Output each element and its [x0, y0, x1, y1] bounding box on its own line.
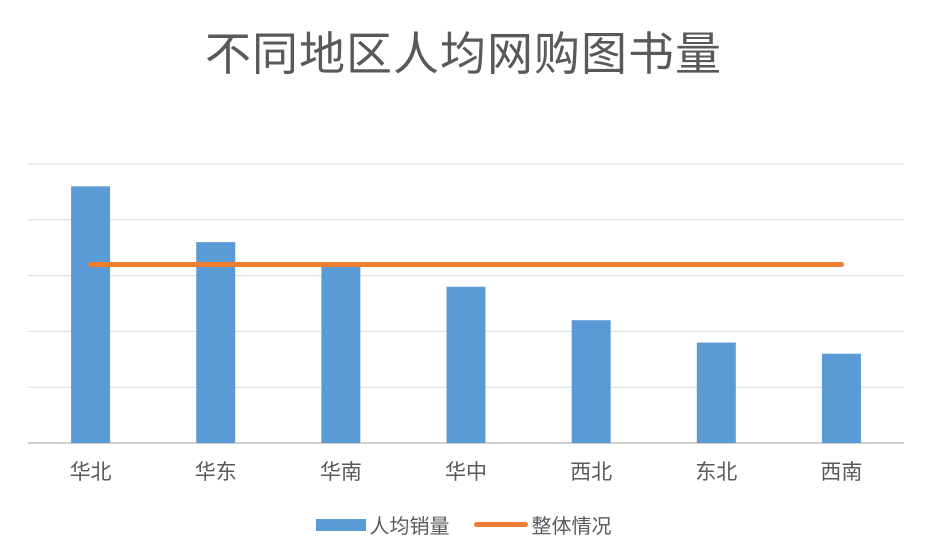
- x-tick-label: 西北: [570, 460, 612, 484]
- x-tick-label: 华东: [195, 460, 237, 484]
- bar: [196, 242, 236, 443]
- bar: [821, 353, 861, 443]
- x-tick-label: 华北: [70, 460, 112, 484]
- legend-label-line: 整体情况: [531, 514, 612, 538]
- legend: 人均销量 整体情况: [0, 510, 927, 539]
- legend-swatch-bar: [315, 518, 366, 531]
- bar: [321, 264, 361, 443]
- x-tick-label: 华中: [445, 460, 487, 484]
- x-tick-label: 东北: [695, 460, 737, 484]
- x-tick-label: 西南: [820, 460, 862, 484]
- chart-title: 不同地区人均网购图书量: [205, 27, 722, 81]
- legend-swatch-line: [473, 522, 528, 527]
- bar: [571, 320, 611, 443]
- bar: [71, 186, 111, 443]
- x-tick-label: 华南: [320, 460, 362, 484]
- bar: [696, 342, 736, 443]
- legend-label-bar: 人均销量: [369, 514, 450, 538]
- legend-item-line: 整体情况: [473, 510, 612, 539]
- legend-item-bar: 人均销量: [315, 510, 450, 539]
- bar: [446, 286, 486, 443]
